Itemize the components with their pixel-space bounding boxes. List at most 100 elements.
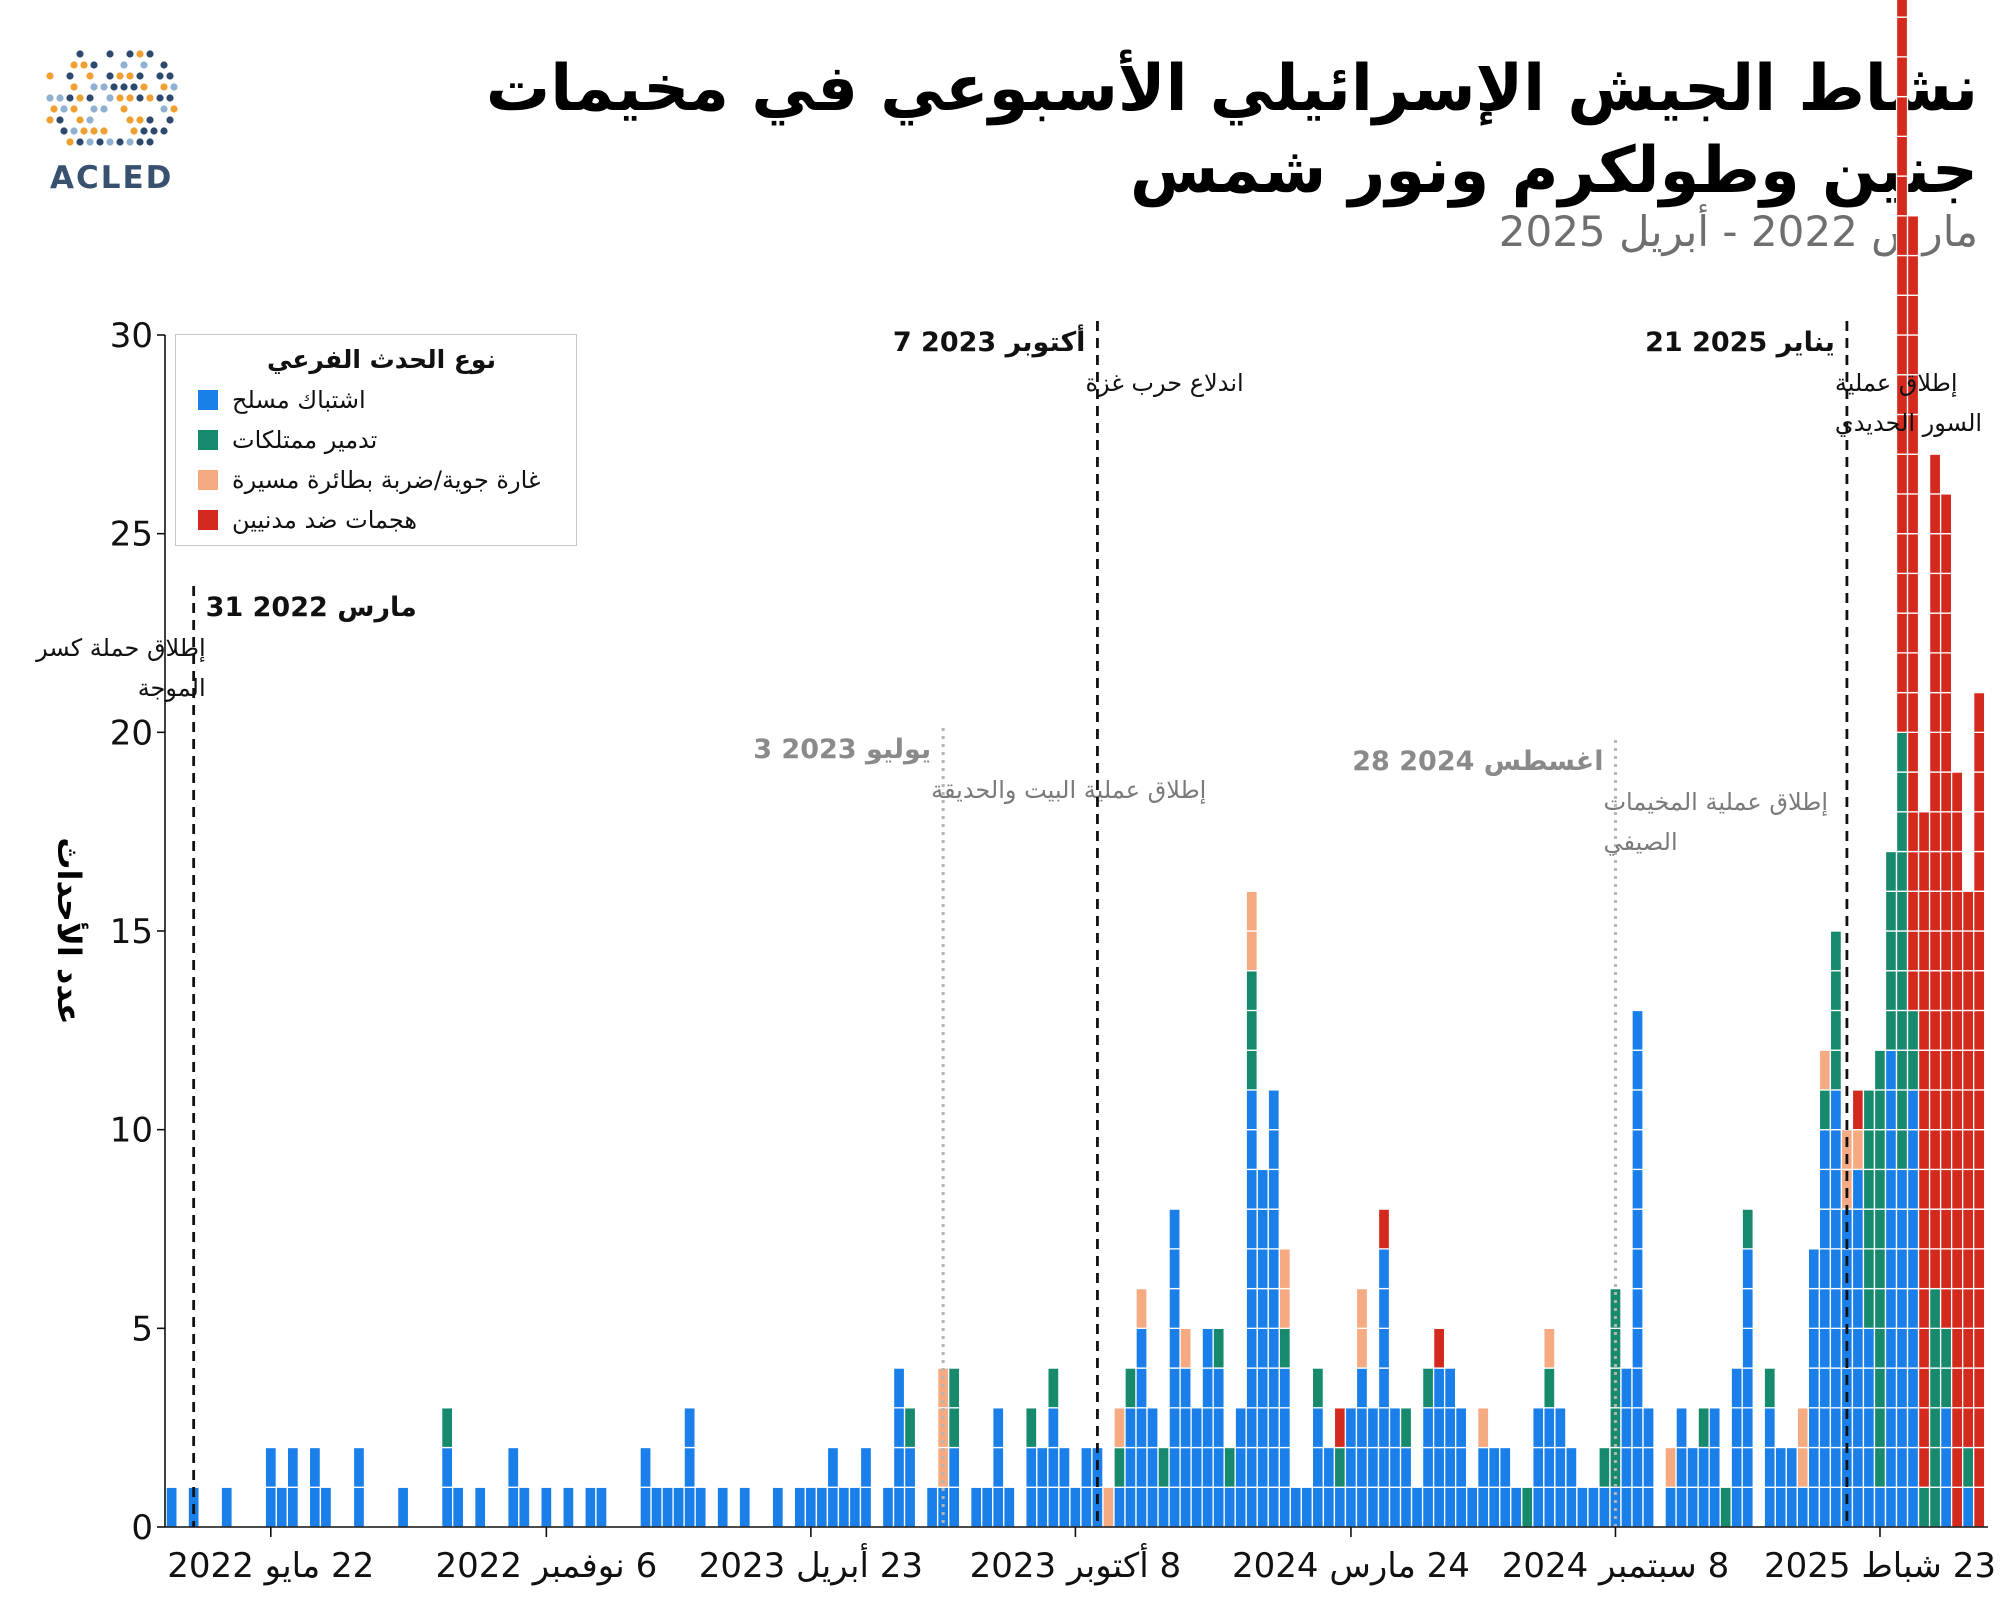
bar-segment bbox=[352, 1486, 366, 1528]
logo-dot bbox=[46, 94, 54, 102]
bar-segment bbox=[1917, 1168, 1931, 1210]
bar-segment bbox=[1201, 1367, 1214, 1409]
bar-segment bbox=[1895, 1049, 1909, 1091]
bar-segment bbox=[1620, 1367, 1633, 1409]
bar-segment bbox=[948, 1407, 961, 1449]
logo-dot bbox=[56, 116, 64, 124]
annotation-date: 31 مارس 2022 bbox=[206, 592, 417, 623]
bar-segment bbox=[1928, 1089, 1942, 1131]
bar-segment bbox=[1906, 1049, 1920, 1091]
bar-segment bbox=[1322, 1486, 1336, 1528]
bar-segment bbox=[1267, 1327, 1280, 1369]
bar-segment bbox=[1355, 1327, 1369, 1369]
bar-segment bbox=[1278, 1248, 1291, 1290]
bar-segment bbox=[1873, 1446, 1887, 1488]
bar-segment bbox=[319, 1486, 333, 1528]
bar-segment bbox=[1245, 970, 1258, 1012]
bar-segment bbox=[1884, 1367, 1898, 1409]
bar-segment bbox=[1763, 1407, 1776, 1449]
bar-segment bbox=[1873, 1248, 1887, 1290]
annotation-date: 21 يناير 2025 bbox=[1645, 327, 1835, 358]
bar-segment bbox=[1962, 1407, 1975, 1449]
bar-segment bbox=[1377, 1367, 1391, 1409]
bar-segment bbox=[1829, 1446, 1843, 1488]
bar-segment bbox=[1950, 890, 1964, 932]
bar-segment bbox=[1818, 1446, 1832, 1488]
bar-segment bbox=[1884, 1248, 1898, 1290]
bar-segment bbox=[1939, 1446, 1953, 1488]
bar-segment bbox=[1432, 1486, 1446, 1528]
logo-dot bbox=[160, 105, 168, 113]
bar-segment bbox=[1928, 811, 1942, 853]
bar-segment bbox=[1245, 1446, 1258, 1488]
bar-segment bbox=[1829, 1486, 1843, 1528]
bar-segment bbox=[1245, 1486, 1258, 1528]
logo-dot bbox=[136, 72, 144, 80]
bar-segment bbox=[1554, 1446, 1567, 1488]
bar-segment bbox=[1895, 215, 1909, 257]
bar-segment bbox=[1939, 1248, 1953, 1290]
bar-segment bbox=[1928, 652, 1942, 694]
logo-dot bbox=[126, 94, 134, 102]
bar-segment bbox=[1212, 1407, 1225, 1449]
bar-segment bbox=[1873, 1327, 1887, 1369]
bar-segment bbox=[1895, 175, 1909, 217]
bar-segment bbox=[1708, 1486, 1721, 1528]
bar-segment bbox=[275, 1486, 288, 1528]
bar-segment bbox=[1928, 850, 1942, 892]
bar-segment bbox=[1962, 1327, 1975, 1369]
bar-segment bbox=[1256, 1446, 1269, 1488]
bar-segment bbox=[804, 1486, 818, 1528]
bar-segment bbox=[1906, 771, 1920, 813]
bar-segment bbox=[1939, 1168, 1953, 1210]
bar-segment bbox=[1598, 1486, 1611, 1528]
legend-label: اشتباك مسلح bbox=[232, 386, 366, 414]
y-tick-label: 0 bbox=[131, 1508, 153, 1548]
bar-segment bbox=[992, 1407, 1005, 1449]
annotation-text: إطلاق عملية bbox=[1835, 369, 1958, 398]
bar-segment bbox=[1895, 95, 1909, 137]
bar-segment bbox=[1939, 572, 1953, 614]
bar-segment bbox=[1829, 1089, 1843, 1131]
bar-segment bbox=[639, 1446, 652, 1488]
bar-segment bbox=[1157, 1446, 1170, 1488]
logo-dot bbox=[76, 50, 84, 58]
bar-segment bbox=[1917, 1446, 1931, 1488]
bar-segment bbox=[948, 1486, 961, 1528]
bar-segment bbox=[1906, 1446, 1920, 1488]
bar-segment bbox=[1928, 691, 1942, 733]
bar-segment bbox=[1267, 1129, 1280, 1171]
logo-dot bbox=[166, 72, 174, 80]
bar-segment bbox=[1135, 1446, 1148, 1488]
logo-dot bbox=[136, 116, 144, 124]
bar-segment bbox=[584, 1486, 597, 1528]
bar-segment bbox=[1851, 1248, 1865, 1290]
bar-segment bbox=[1917, 1129, 1931, 1171]
bar-segment bbox=[815, 1486, 829, 1528]
bar-segment bbox=[1917, 850, 1931, 892]
bar-segment bbox=[1455, 1407, 1468, 1449]
bar-segment bbox=[1973, 1089, 1986, 1131]
bar-segment bbox=[1124, 1446, 1137, 1488]
bar-segment bbox=[1135, 1486, 1148, 1528]
bar-segment bbox=[1642, 1446, 1655, 1488]
bar-segment bbox=[881, 1486, 895, 1528]
bar-segment bbox=[1102, 1486, 1115, 1528]
legend-label: تدمير ممتلكات bbox=[232, 426, 378, 454]
bar-segment bbox=[1267, 1089, 1280, 1131]
chart-title: نشاط الجيش الإسرائيلي الأسبوعي في مخيمات… bbox=[485, 52, 1978, 208]
bar-segment bbox=[892, 1486, 906, 1528]
bar-segment bbox=[1256, 1327, 1269, 1369]
bar-segment bbox=[1807, 1367, 1821, 1409]
bar-segment bbox=[562, 1486, 575, 1528]
bar-segment bbox=[1521, 1486, 1534, 1528]
bar-segment bbox=[826, 1446, 840, 1488]
bar-segment bbox=[1873, 1208, 1887, 1250]
bar-segment bbox=[1796, 1446, 1809, 1488]
bar-segment bbox=[1829, 1168, 1843, 1210]
bar-segment bbox=[1300, 1486, 1314, 1528]
bar-segment bbox=[1895, 572, 1909, 614]
bar-segment bbox=[1113, 1446, 1126, 1488]
bar-segment bbox=[1950, 1446, 1964, 1488]
bar-segment bbox=[1245, 1248, 1258, 1290]
